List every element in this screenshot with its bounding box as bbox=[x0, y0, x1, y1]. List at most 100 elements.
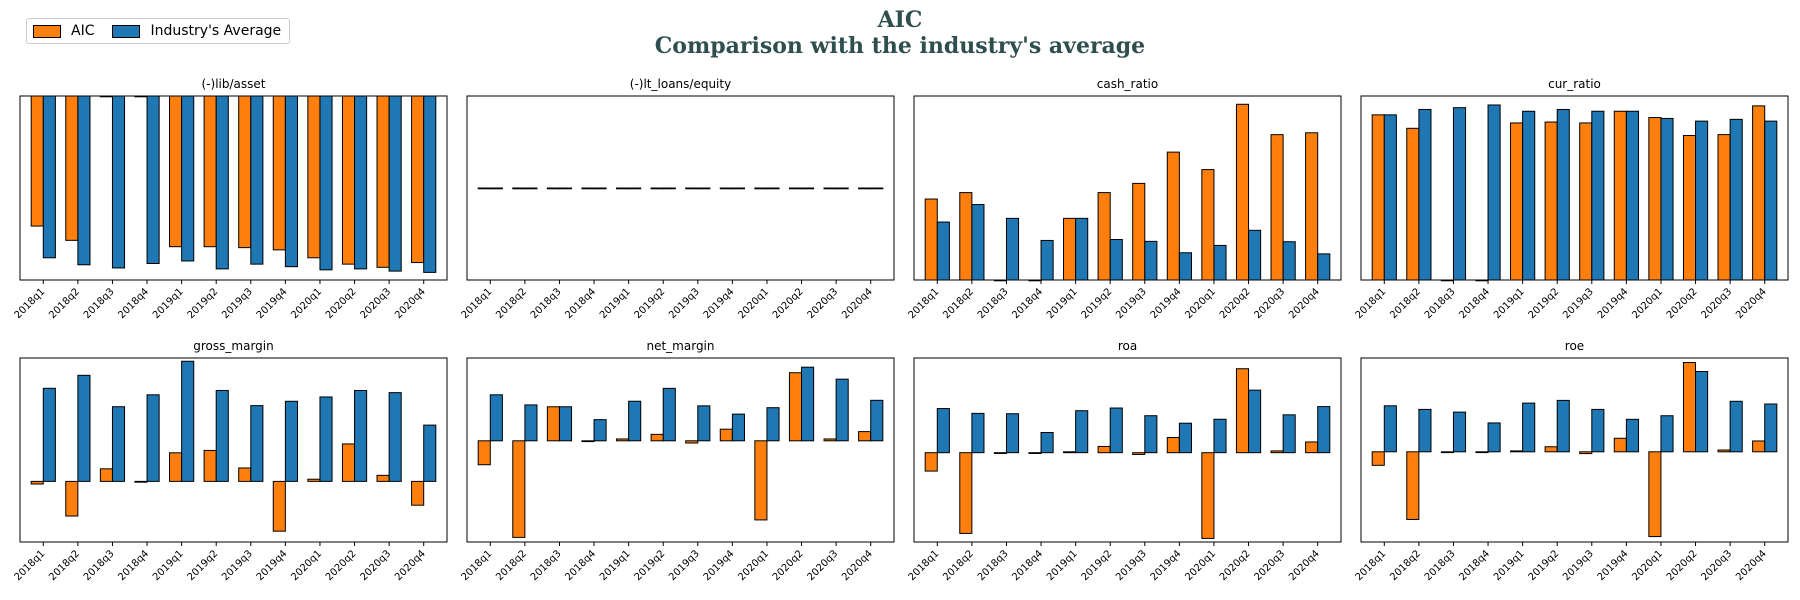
bar-aic-2018q4 bbox=[1028, 452, 1042, 454]
bar-aic-2019q1 bbox=[616, 438, 630, 442]
axes-frame bbox=[466, 95, 895, 281]
bar-industry-s-average-2019q1 bbox=[628, 187, 642, 190]
x-tick-label: 2019q4 bbox=[702, 286, 737, 321]
bar-industry-s-average-2019q4 bbox=[1178, 252, 1192, 281]
chart-title: cash_ratio bbox=[1097, 77, 1158, 91]
x-tick-label: 2020q3 bbox=[1252, 548, 1287, 583]
x-tick-label: 2018q3 bbox=[82, 286, 117, 321]
bar-industry-s-average-2018q1 bbox=[42, 387, 56, 482]
bar-industry-s-average-2018q2 bbox=[77, 374, 91, 482]
x-tick-label: 2020q3 bbox=[358, 286, 393, 321]
bar-industry-s-average-2020q3 bbox=[388, 392, 402, 482]
axes-frame bbox=[1360, 95, 1789, 281]
x-tick-label: 2018q1 bbox=[13, 286, 48, 321]
bar-industry-s-average-2018q2 bbox=[1418, 408, 1432, 453]
bar-aic-2019q1 bbox=[169, 95, 183, 248]
bar-industry-s-average-2020q1 bbox=[319, 95, 333, 271]
x-tick-label: 2019q4 bbox=[1596, 286, 1631, 321]
x-tick-label: 2020q1 bbox=[1183, 286, 1218, 321]
x-tick-label: 2018q2 bbox=[47, 548, 82, 583]
bar-aic-2020q4 bbox=[1752, 105, 1766, 281]
x-tick-label: 2018q4 bbox=[563, 548, 598, 583]
bar-aic-2018q1 bbox=[924, 452, 938, 472]
x-tick-label: 2019q2 bbox=[1080, 286, 1115, 321]
x-tick-label: 2020q4 bbox=[840, 286, 875, 321]
x-tick-label: 2020q4 bbox=[1734, 286, 1769, 321]
x-tick-label: 2020q1 bbox=[1630, 286, 1665, 321]
bar-aic-2018q1 bbox=[1371, 114, 1385, 281]
bar-aic-2019q2 bbox=[1544, 121, 1558, 281]
x-tick-label: 2020q2 bbox=[324, 286, 359, 321]
bar-industry-s-average-2019q2 bbox=[1556, 108, 1570, 281]
chart-title: roa bbox=[1118, 339, 1137, 353]
x-tick-label: 2020q2 bbox=[771, 548, 806, 583]
axes-frame bbox=[913, 95, 1342, 281]
x-tick-label: 2019q3 bbox=[667, 548, 702, 583]
x-tick-label: 2020q4 bbox=[1287, 548, 1322, 583]
bar-aic-2019q4 bbox=[719, 187, 733, 190]
bar-industry-s-average-2019q2 bbox=[662, 387, 676, 442]
bar-industry-s-average-2018q2 bbox=[77, 95, 91, 266]
x-tick-label: 2020q1 bbox=[289, 548, 324, 583]
legend-label-aic: AIC bbox=[71, 23, 95, 39]
figure-title-line1: AIC bbox=[877, 7, 923, 33]
bar-industry-s-average-2019q4 bbox=[731, 187, 745, 190]
x-tick-label: 2019q4 bbox=[702, 548, 737, 583]
bar-industry-s-average-2019q3 bbox=[1144, 240, 1158, 281]
bar-industry-s-average-2018q3 bbox=[558, 187, 573, 190]
x-tick-label: 2020q3 bbox=[805, 286, 840, 321]
bar-industry-s-average-2018q2 bbox=[971, 412, 985, 454]
bar-industry-s-average-2018q1 bbox=[1383, 405, 1397, 453]
bar-industry-s-average-2020q3 bbox=[388, 95, 402, 272]
x-tick-label: 2019q2 bbox=[1080, 548, 1115, 583]
bar-industry-s-average-2020q3 bbox=[835, 187, 849, 190]
bar-industry-s-average-2019q3 bbox=[250, 405, 264, 482]
x-tick-label: 2018q3 bbox=[82, 548, 117, 583]
x-tick-label: 2018q4 bbox=[1457, 548, 1492, 583]
chart-panel-net-margin: net_margin 2018q1 2018q2 2018q3 2018q4 2019q1… bbox=[460, 339, 895, 583]
legend-label-industry: Industry's Average bbox=[150, 23, 282, 39]
x-tick-label: 2019q3 bbox=[1561, 548, 1596, 583]
bar-aic-2020q4 bbox=[858, 431, 872, 442]
bar-aic-2019q2 bbox=[1097, 445, 1111, 454]
x-tick-label: 2019q4 bbox=[1596, 548, 1631, 583]
bar-aic-2018q3 bbox=[546, 406, 560, 442]
bar-aic-2020q1 bbox=[754, 440, 768, 521]
bar-industry-s-average-2020q2 bbox=[1248, 229, 1262, 281]
bar-aic-2019q3 bbox=[238, 95, 252, 249]
x-tick-label: 2020q1 bbox=[1183, 548, 1218, 583]
figure-title: AIC Comparison with the industry's avera… bbox=[0, 7, 1800, 59]
x-tick-label: 2019q1 bbox=[598, 286, 633, 321]
bar-aic-2020q1 bbox=[1648, 117, 1662, 281]
bar-aic-2020q3 bbox=[376, 95, 390, 268]
bar-aic-2020q2 bbox=[788, 187, 803, 190]
bar-industry-s-average-2020q1 bbox=[1660, 117, 1674, 281]
bar-aic-2020q1 bbox=[1648, 451, 1662, 538]
bar-industry-s-average-2019q3 bbox=[1591, 110, 1605, 281]
bar-industry-s-average-2018q2 bbox=[524, 187, 538, 190]
bar-industry-s-average-2019q3 bbox=[1144, 415, 1158, 454]
x-tick-label: 2020q4 bbox=[1734, 548, 1769, 583]
chart-title: (-)lib/asset bbox=[202, 77, 266, 91]
bar-industry-s-average-2018q2 bbox=[971, 204, 985, 281]
bar-aic-2020q3 bbox=[823, 187, 837, 190]
bar-aic-2019q3 bbox=[1132, 452, 1146, 455]
x-tick-label: 2019q3 bbox=[1114, 548, 1149, 583]
bar-aic-2020q1 bbox=[754, 187, 768, 190]
bar-industry-s-average-2019q2 bbox=[215, 95, 229, 270]
bar-aic-2018q2 bbox=[959, 452, 973, 534]
x-tick-label: 2020q4 bbox=[393, 286, 428, 321]
bar-aic-2019q2 bbox=[1544, 446, 1558, 453]
axes-frame bbox=[466, 357, 895, 543]
bar-aic-2019q2 bbox=[203, 449, 217, 482]
x-tick-label: 2020q1 bbox=[736, 286, 771, 321]
x-tick-label: 2018q2 bbox=[941, 548, 976, 583]
x-tick-label: 2019q3 bbox=[667, 286, 702, 321]
bar-industry-s-average-2020q2 bbox=[354, 95, 368, 270]
bar-industry-s-average-2020q2 bbox=[354, 389, 368, 482]
bar-industry-s-average-2018q4 bbox=[1487, 422, 1501, 453]
x-tick-label: 2019q1 bbox=[598, 548, 633, 583]
